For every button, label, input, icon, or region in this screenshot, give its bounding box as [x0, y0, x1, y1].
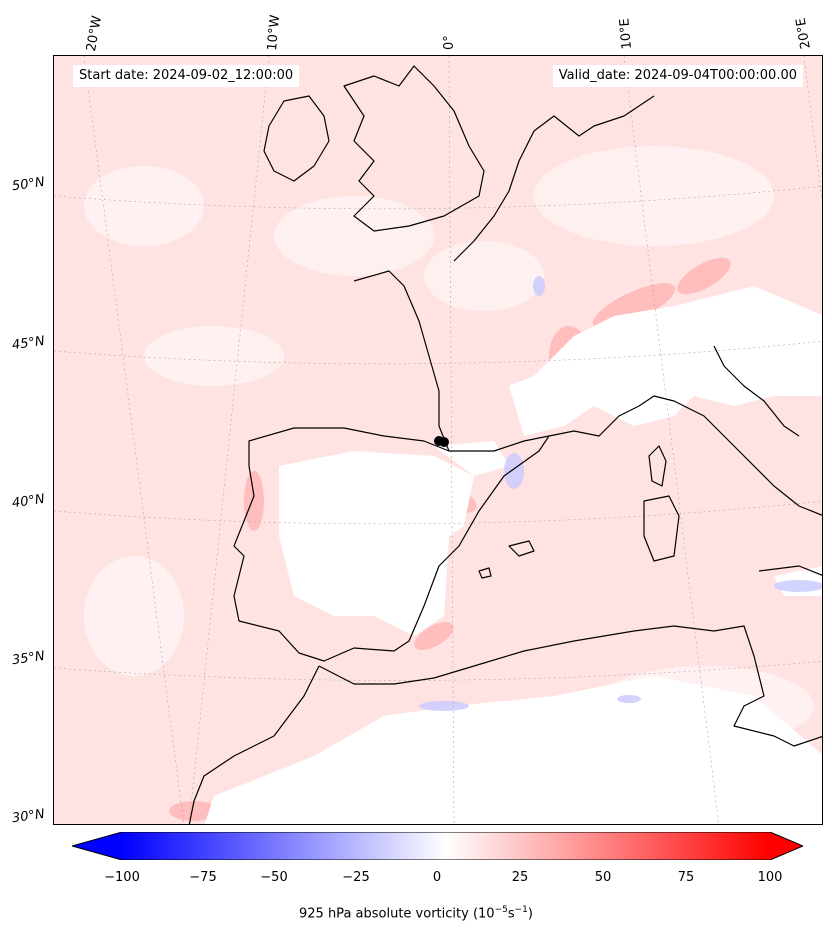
colorbar-tick-3: −25	[342, 870, 370, 885]
lon-label-10w: 10°W	[265, 14, 284, 52]
lat-label-40n: 40°N	[11, 491, 46, 512]
colorbar-label-exp1: −5	[494, 905, 508, 915]
lon-label-10e: 10°E	[617, 17, 635, 51]
colorbar-tick-7: 75	[677, 870, 695, 885]
vorticity-field-neutral	[204, 286, 822, 824]
lat-label-30n: 30°N	[11, 806, 46, 827]
colorbar-label: 925 hPa absolute vorticity (10−5s−1)	[0, 905, 832, 921]
lat-label-50n: 50°N	[11, 174, 46, 195]
valid-date-label: Valid_date: 2024-09-04T00:00:00.00	[552, 65, 803, 87]
vorticity-field-negative	[419, 276, 822, 711]
colorbar-tick-5: 25	[511, 870, 529, 885]
lon-label-0: 0°	[442, 35, 457, 50]
colorbar-label-mid: s	[507, 906, 515, 922]
colorbar-extend-high	[770, 832, 803, 860]
colorbar-label-suffix: )	[527, 906, 533, 922]
colorbar-tick-4: 0	[432, 870, 442, 885]
colorbar-tick-6: 50	[594, 870, 612, 885]
colorbar-tick-8: 100	[757, 870, 783, 885]
colorbar	[72, 832, 803, 860]
graticule	[54, 56, 822, 824]
start-date-label: Start date: 2024-09-02_12:00:00	[73, 65, 300, 87]
colorbar-gradient	[122, 832, 770, 860]
colorbar-tick-2: −50	[260, 870, 288, 885]
colorbar-label-prefix: 925 hPa absolute vorticity (10	[299, 906, 495, 922]
colorbar-tick-1: −75	[189, 870, 217, 885]
colorbar-label-exp2: −1	[514, 905, 528, 915]
lon-label-20w: 20°W	[84, 14, 106, 53]
lat-label-35n: 35°N	[11, 648, 46, 669]
lon-label-20e: 20°E	[793, 16, 814, 51]
colorbar-tick-0: −100	[104, 870, 140, 885]
lat-label-45n: 45°N	[11, 333, 46, 354]
coastlines	[188, 65, 822, 824]
location-marker	[434, 436, 449, 447]
map-panel: Start date: 2024-09-02_12:00:00 Valid_da…	[53, 55, 823, 825]
colorbar-extend-low	[72, 832, 122, 860]
vorticity-map	[54, 56, 822, 824]
